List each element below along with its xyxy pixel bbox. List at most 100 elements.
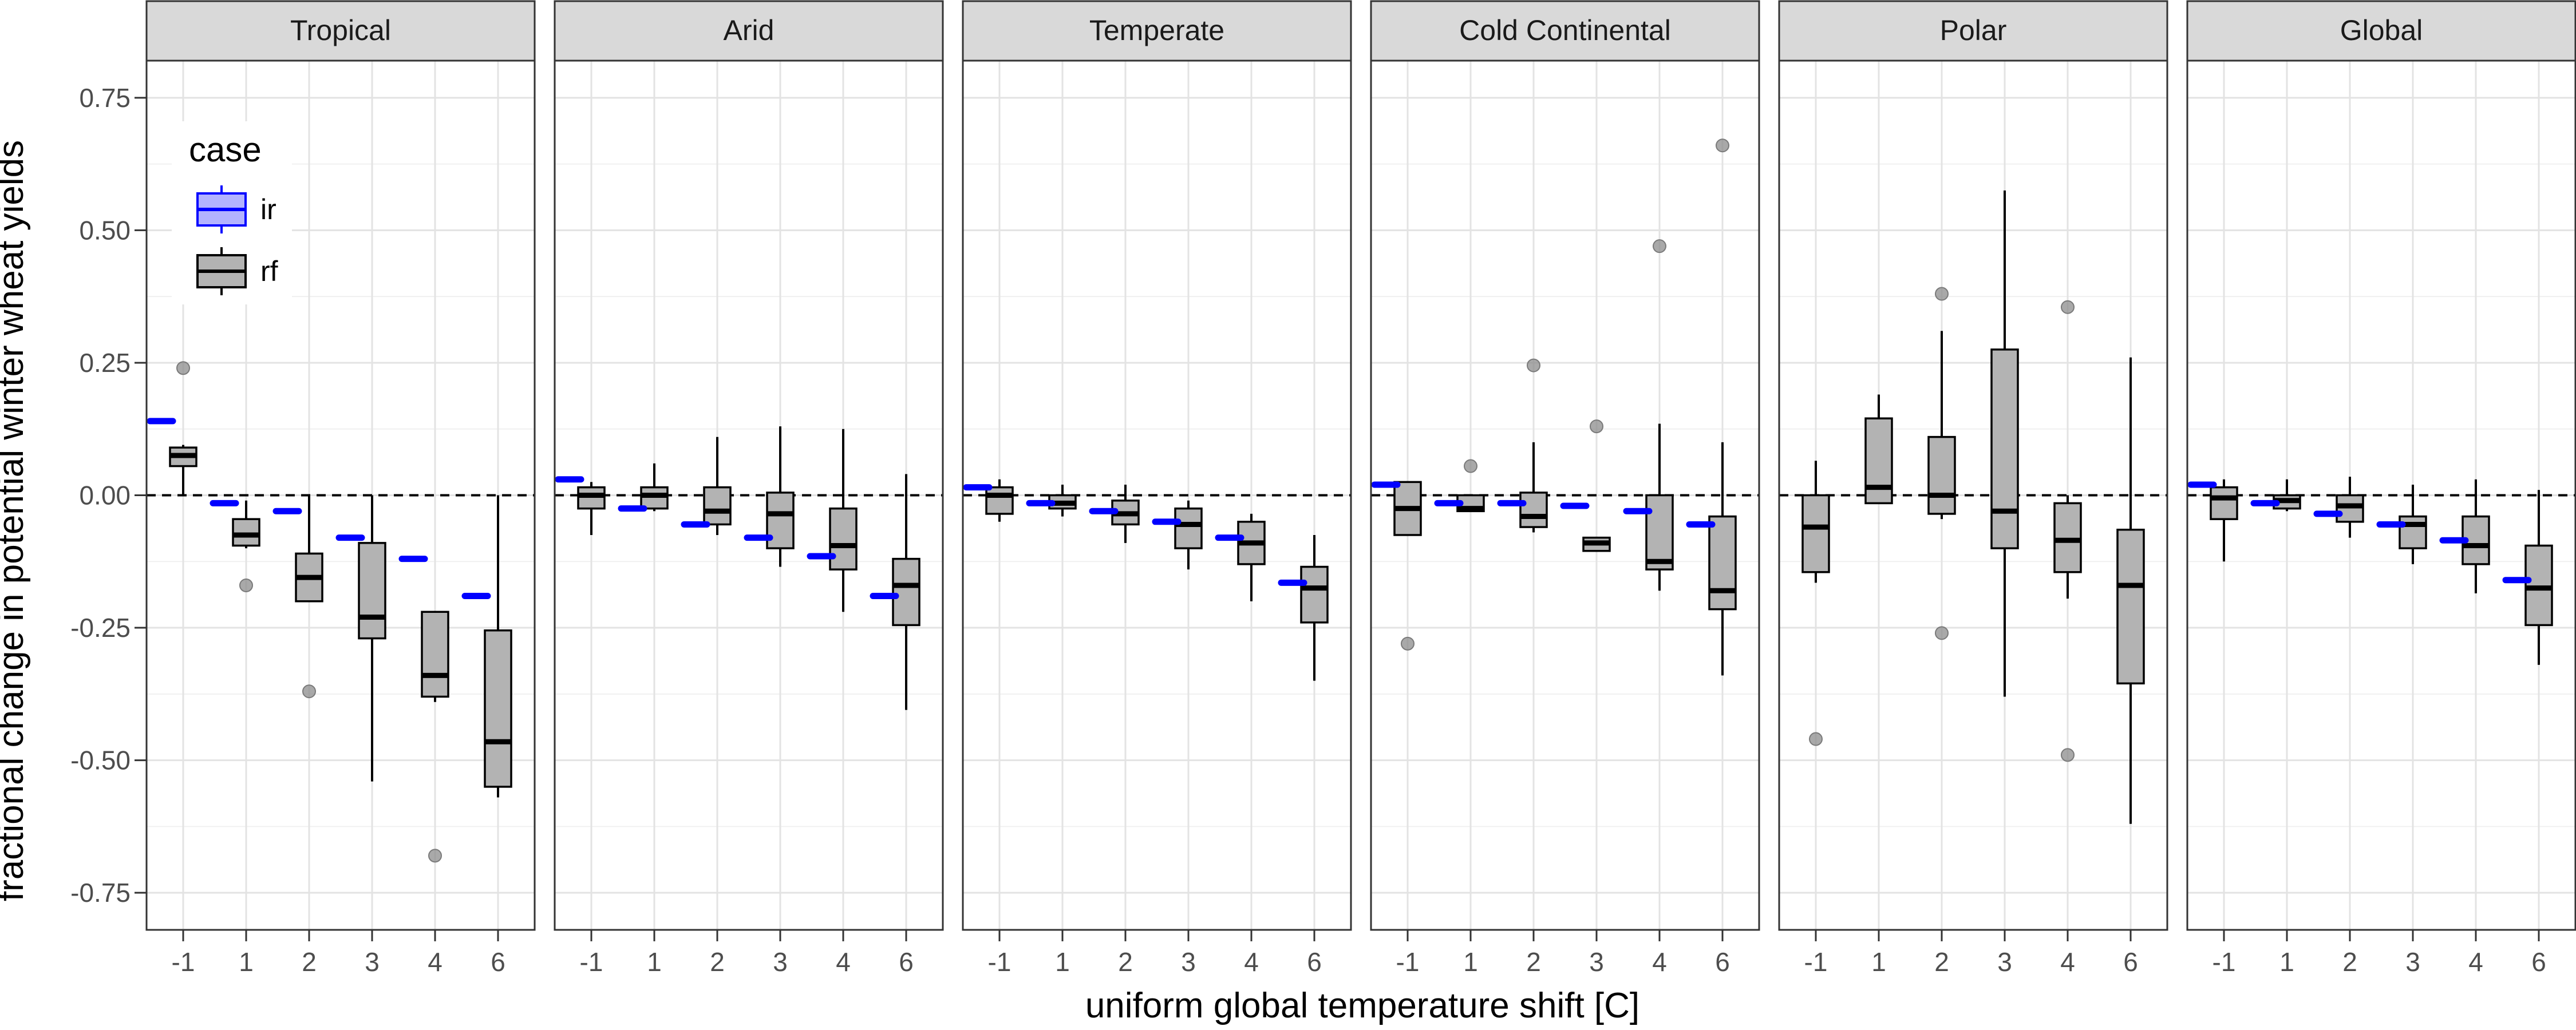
x-tick-label: 2 (1118, 947, 1133, 977)
facet-strip (1778, 0, 2168, 62)
rf-box-body (484, 629, 512, 788)
rf-outlier (428, 849, 442, 863)
facet-strip (962, 0, 1352, 62)
rf-box-body (2336, 494, 2364, 523)
x-tick-label: 4 (2060, 947, 2075, 977)
rf-box-body (421, 611, 449, 698)
rf-outlier (2061, 300, 2075, 314)
rf-box (1927, 287, 1956, 640)
rf-outlier (1527, 358, 1540, 373)
rf-outlier (1935, 287, 1949, 301)
legend-key-rf: rf (196, 247, 278, 295)
x-tick-label: -1 (580, 947, 603, 977)
rf-box (1864, 394, 1893, 505)
x-tick-label: 6 (2123, 947, 2138, 977)
x-tick-label: 1 (2279, 947, 2294, 977)
x-tick-label: 3 (1997, 947, 2012, 977)
rf-outlier (1935, 626, 1949, 640)
legend-key-ir: ir (196, 185, 276, 233)
rf-box (892, 474, 920, 710)
rf-box-body (766, 492, 795, 549)
facet-strip (554, 0, 944, 62)
facet-panel-cold-continental: Cold Continental -1 1 2 3 4 6 (1370, 0, 1760, 977)
rf-box-body (1174, 507, 1203, 549)
rf-box (484, 495, 512, 798)
x-tick-label: 2 (710, 947, 725, 977)
panel-border (1370, 60, 1760, 931)
rf-box-body (2116, 528, 2145, 685)
facet-panel-tropical: Tropical -1 1 2 3 4 6 (145, 0, 536, 977)
legend-label: ir (260, 193, 276, 225)
panel-border (962, 60, 1352, 931)
panel-border (554, 60, 944, 931)
x-tick-label: 3 (365, 947, 380, 977)
x-tick-label: 3 (1589, 947, 1604, 977)
rf-box (766, 426, 795, 567)
rf-box-body (1864, 417, 1893, 505)
rf-box (640, 463, 669, 512)
rf-box-body (232, 518, 260, 547)
x-tick-label: 1 (1871, 947, 1886, 977)
facet-strip (145, 0, 536, 62)
rf-box-body (1801, 494, 1830, 573)
rf-outlier (1653, 239, 1666, 253)
rf-box (1645, 239, 1674, 591)
x-axis-title: uniform global temperature shift [C] (1085, 986, 1639, 1025)
facet-strip (1370, 0, 1760, 62)
rf-box (2524, 490, 2553, 665)
x-tick-label: 1 (1463, 947, 1478, 977)
legend-label: rf (260, 255, 278, 287)
facet-title: Polar (1940, 14, 2007, 46)
rf-box (1990, 190, 2019, 697)
facet-panel-polar: Polar -1 1 2 3 4 6 (1778, 0, 2168, 977)
rf-box (829, 429, 858, 612)
rf-outlier (176, 361, 190, 375)
rf-box (2336, 477, 2364, 538)
x-tick-label: -1 (988, 947, 1012, 977)
rf-outlier (302, 684, 316, 699)
y-tick-label: -0.50 (70, 746, 131, 775)
x-tick-label: 4 (428, 947, 442, 977)
y-tick-label: 0.00 (79, 481, 131, 510)
legend-title: case (189, 130, 262, 169)
x-tick-label: -1 (1396, 947, 1420, 977)
x-tick-label: 1 (239, 947, 254, 977)
rf-box (1393, 481, 1422, 651)
y-tick-label: 0.75 (79, 83, 131, 113)
x-tick-label: 3 (773, 947, 788, 977)
rf-box (295, 495, 323, 699)
rf-box-body (1645, 494, 1674, 571)
y-axis: 0.75 0.50 0.25 0.00 -0.25 -0.50 -0.75 (70, 83, 147, 908)
x-tick-label: 2 (2342, 947, 2357, 977)
facet-panels: Tropical -1 1 2 3 4 6 Arid -1 1 2 3 4 6 Temperate -1 1 2 3… (145, 0, 2576, 977)
rf-box (421, 611, 449, 863)
x-tick-label: 2 (302, 947, 317, 977)
rf-box (577, 482, 606, 535)
rf-box (2210, 479, 2238, 562)
rf-box-body (1990, 348, 2019, 549)
rf-box (358, 495, 386, 782)
facet-title: Global (2340, 14, 2423, 46)
rf-box (2273, 479, 2301, 512)
x-tick-label: 1 (1055, 947, 1070, 977)
x-tick-label: 1 (647, 947, 662, 977)
rf-outlier (1464, 459, 1477, 473)
facet-panel-global: Global -1 1 2 3 4 6 (2186, 0, 2576, 977)
x-tick-label: 4 (2468, 947, 2483, 977)
x-tick-label: 6 (1307, 947, 1322, 977)
x-tick-label: 4 (836, 947, 851, 977)
rf-box-body (2053, 502, 2082, 573)
y-tick-label: -0.75 (70, 878, 131, 908)
rf-box-body (358, 542, 386, 640)
panel-border (2186, 60, 2576, 931)
rf-outlier (1809, 732, 1823, 746)
facet-panel-temperate: Temperate -1 1 2 3 4 6 (962, 0, 1352, 977)
rf-outlier (1716, 138, 1729, 153)
rf-box (2116, 357, 2145, 824)
facet-title: Arid (724, 14, 775, 46)
rf-box (2462, 479, 2490, 593)
rf-outlier (1590, 419, 1603, 434)
x-tick-label: 6 (1715, 947, 1730, 977)
x-tick-label: 6 (2531, 947, 2546, 977)
rf-box (2053, 300, 2082, 762)
